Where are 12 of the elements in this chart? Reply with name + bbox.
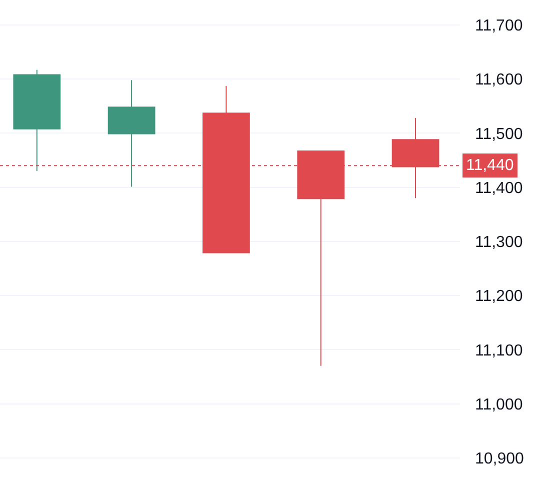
y-tick-label: 11,500: [475, 126, 523, 143]
y-tick-label: 11,400: [475, 180, 523, 197]
y-tick-label: 11,700: [475, 18, 523, 34]
y-tick-label: 11,100: [475, 342, 523, 360]
y-tick-label: 10,900: [475, 450, 524, 468]
ref-line-label: 11,440: [466, 157, 514, 174]
candlestick: [13, 69, 61, 172]
y-tick-label: 11,600: [475, 72, 523, 89]
y-tick-label: 11,000: [475, 396, 523, 414]
candlestick: [108, 80, 156, 188]
y-tick-label: 11,300: [475, 234, 523, 251]
y-tick-label: 11,200: [475, 288, 523, 306]
